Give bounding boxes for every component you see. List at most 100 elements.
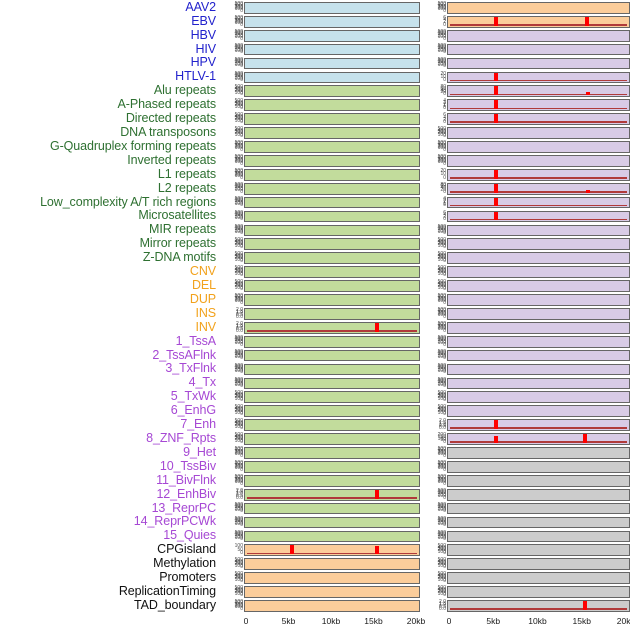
y-tick-label: 0: [443, 577, 446, 584]
y-tick-label: 100: [234, 423, 243, 430]
y-tick-label: 0: [443, 63, 446, 70]
y-tick-label: 300: [437, 448, 446, 455]
track-plot-purple: [447, 280, 630, 292]
y-tick-label: 200: [234, 603, 243, 610]
track-label-inverted-repeats: Inverted repeats: [127, 152, 216, 167]
y-axis-ticks: 500 400 300 200 100 0: [425, 294, 447, 306]
track-cell: 500 400 300 200 100 0: [425, 155, 630, 167]
y-tick-label: 300: [437, 393, 446, 400]
y-tick-label: 300: [234, 87, 243, 94]
track-plot-blue: [244, 43, 420, 56]
y-tick-label: 400: [437, 586, 446, 593]
track-cell: 500 400 300 200 100 0: [425, 308, 630, 320]
track-cell: 500 400 300 200 100 0: [222, 335, 420, 348]
y-tick-label: 200: [234, 88, 243, 95]
x-tick-label: 20kb: [406, 616, 426, 626]
y-tick-label: 2.0: [236, 307, 243, 313]
y-axis-ticks: 500 400 300 200 100 0: [425, 586, 447, 598]
x-tick-label: 10kb: [528, 616, 547, 626]
y-tick-label: 0: [240, 591, 243, 598]
track-cell: 500 400 300 200 100 0: [425, 474, 630, 487]
y-axis-ticks: 500 400 300 200 100 0: [425, 530, 447, 543]
y-tick-label: 300: [437, 128, 446, 135]
track-plot-green: [244, 85, 420, 98]
data-bar: [374, 545, 379, 555]
y-tick-label: 300: [437, 546, 446, 553]
y-tick-label: 100: [437, 256, 446, 263]
y-tick-label: 0: [240, 383, 243, 390]
y-tick-label: 400: [234, 461, 243, 468]
y-tick-label: 200: [437, 46, 446, 53]
baseline: [449, 93, 628, 96]
y-tick-label: 300: [234, 45, 243, 52]
y-tick-label: 400: [234, 558, 243, 565]
y-tick-label: 40: [440, 185, 446, 192]
y-tick-label: 0: [443, 564, 446, 571]
y-tick-label: 300: [234, 351, 243, 358]
track-cell: 500 400 300 200 100 0: [425, 530, 630, 543]
y-tick-label: 500: [234, 84, 243, 91]
track-label-cpgisland: CPGisland: [157, 542, 216, 557]
y-tick-label: 500: [234, 98, 243, 105]
y-tick-label: 300: [437, 295, 446, 302]
track-cell: 20 10 0: [425, 71, 630, 84]
y-tick-label: 100: [234, 89, 243, 96]
y-tick-label: 300: [437, 351, 446, 358]
y-tick-label: 300: [234, 184, 243, 191]
y-axis-ticks: 500 400 300 200 100 0: [222, 210, 244, 223]
y-tick-label: 300: [437, 532, 446, 539]
y-tick-label: 500: [234, 14, 243, 21]
y-tick-label: 500: [234, 571, 243, 578]
track-cell: 500 400 300 200 100 0: [222, 572, 420, 584]
y-tick-label: 200: [234, 144, 243, 151]
panel-column-right: 500 400 300 200 100 0 6 4 2 0 500 400 300 200 100 0 500 4…: [425, 0, 630, 630]
y-tick-label: 100: [437, 576, 446, 583]
track-cell: 500 400 300 200 100 0: [222, 98, 420, 112]
y-tick-label: 0: [443, 341, 446, 348]
y-tick-label: 300: [437, 337, 446, 344]
y-tick-label: 200: [437, 366, 446, 373]
y-tick-label: 300: [437, 267, 446, 274]
y-tick-label: 500: [234, 404, 243, 411]
y-axis-ticks: 500 400 300 200 100 0: [222, 461, 244, 473]
y-tick-label: 300: [234, 128, 243, 135]
y-tick-label: 500: [234, 446, 243, 453]
y-tick-label: 100: [234, 214, 243, 221]
y-axis-ticks: 500 400 300 200 100 0: [425, 461, 447, 473]
y-axis-ticks: 500 400 300 200 100 0: [222, 502, 244, 515]
y-tick-label: 500: [234, 181, 243, 188]
y-tick-label: 200: [437, 477, 446, 484]
y-axis-ticks: 2.0 1.5 1.0 0.5 0.0: [222, 308, 244, 320]
y-tick-label: 300: [437, 407, 446, 414]
track-cell: 80 60 40 20 0: [425, 182, 630, 195]
track-cell: 500 400 300 200 100 0: [222, 474, 420, 487]
y-axis-ticks: 500 400 300 200 100 0: [425, 127, 447, 139]
y-tick-label: 200: [437, 450, 446, 457]
y-tick-label: 500: [437, 487, 446, 494]
y-tick-label: 100: [234, 507, 243, 514]
track-cell: 500 400 300 200 100 0: [425, 266, 630, 278]
track-plot-orange: [244, 558, 420, 571]
y-tick-label: 200: [234, 102, 243, 109]
track-plot-green: [244, 196, 420, 209]
track-cell: 500 400 300 200 100 0: [222, 252, 420, 265]
y-tick-label: 0: [443, 313, 446, 320]
y-tick-label: 150: [437, 433, 446, 440]
y-tick-label: 0: [240, 550, 243, 557]
track-label-dup: DUP: [189, 291, 216, 306]
y-tick-label: 400: [437, 572, 446, 579]
y-tick-label: 400: [437, 280, 446, 287]
y-tick-label: 0: [443, 397, 446, 404]
data-bar: [584, 16, 589, 26]
track-cell: 500 400 300 200 100 0: [425, 487, 630, 501]
y-tick-label: 100: [234, 34, 243, 41]
y-tick-label: 400: [234, 197, 243, 204]
y-tick-label: 100: [437, 479, 446, 486]
y-tick-label: 1.5: [236, 308, 243, 315]
y-tick-label: 2: [443, 19, 446, 26]
y-tick-label: 400: [234, 30, 243, 37]
track-plot-purple: [447, 155, 630, 167]
data-bar: [494, 72, 499, 82]
